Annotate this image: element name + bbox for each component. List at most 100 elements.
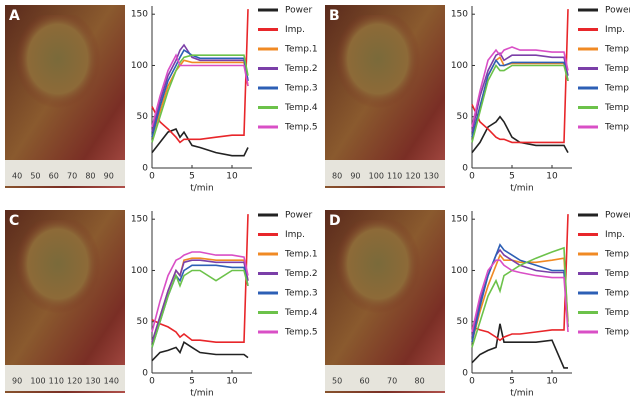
y-tick-label: 100 [451, 266, 468, 276]
panel-label: D [329, 213, 341, 229]
ruler-label: 90 [12, 377, 22, 386]
series-line [151, 127, 249, 157]
legend-label: Temp.2 [604, 64, 630, 74]
x-tick-label: 5 [509, 172, 515, 182]
photo-lesion [15, 220, 110, 330]
legend-label: Temp.4 [284, 103, 318, 113]
series-line [151, 269, 249, 348]
series-line [151, 264, 249, 348]
ruler-label: 120 [405, 172, 420, 181]
ruler [5, 160, 125, 186]
ruler-label: 130 [85, 377, 100, 386]
legend-label: Power [605, 6, 630, 16]
series-line [151, 43, 249, 133]
ruler [325, 365, 445, 391]
y-tick-label: 50 [137, 317, 149, 327]
ruler [5, 365, 125, 391]
ruler-label: 60 [360, 377, 370, 386]
y-tick-label: 150 [131, 10, 148, 20]
ruler-label: 80 [415, 377, 425, 386]
x-tick-label: 10 [226, 377, 238, 387]
legend-label: Temp.4 [284, 308, 318, 318]
legend-label: Temp.2 [604, 269, 630, 279]
x-axis-label: t/min [190, 389, 214, 399]
ruler-label: 70 [67, 172, 77, 181]
x-axis-label: t/min [510, 389, 534, 399]
series-line [471, 64, 569, 143]
legend-label: Temp.3 [604, 84, 630, 94]
ruler-label: 120 [67, 377, 82, 386]
legend-label: Temp.3 [604, 289, 630, 299]
y-tick-label: 0 [462, 164, 468, 174]
panel-label: C [9, 213, 19, 229]
ruler-label: 140 [104, 377, 119, 386]
photo-lesion [335, 15, 430, 125]
legend-label: Power [285, 211, 313, 221]
series-line [471, 46, 569, 128]
y-tick-label: 0 [462, 369, 468, 379]
series-line [471, 52, 569, 133]
x-tick-label: 0 [469, 377, 475, 387]
legend-label: Temp.4 [604, 308, 630, 318]
series-line [471, 58, 569, 138]
legend-label: Temp.2 [284, 269, 318, 279]
series-line [151, 9, 249, 144]
y-tick-label: 150 [451, 215, 468, 225]
legend-label: Temp.5 [284, 328, 318, 338]
series-line [471, 253, 569, 343]
y-tick-label: 100 [131, 61, 148, 71]
legend-label: Temp.1 [604, 45, 630, 55]
x-tick-label: 5 [509, 377, 515, 387]
ruler-label: 100 [30, 377, 45, 386]
x-tick-label: 5 [189, 172, 195, 182]
series-line [151, 214, 249, 343]
x-tick-label: 10 [546, 172, 558, 182]
y-tick-label: 0 [142, 164, 148, 174]
legend-label: Temp.3 [284, 289, 318, 299]
ruler-label: 80 [85, 172, 95, 181]
series-line [151, 53, 249, 128]
photo-lesion [15, 15, 110, 125]
series-line [471, 115, 569, 154]
ruler-label: 70 [387, 377, 397, 386]
ruler-label: 40 [12, 172, 22, 181]
series-line [151, 340, 249, 362]
x-tick-label: 0 [469, 172, 475, 182]
y-tick-label: 100 [131, 266, 148, 276]
legend-label: Temp.5 [284, 123, 318, 133]
series-line [471, 214, 569, 342]
legend-label: Power [285, 6, 313, 16]
ruler-label: 80 [332, 172, 342, 181]
legend-label: Temp.1 [284, 45, 318, 55]
legend-label: Imp. [285, 25, 305, 35]
series-line [151, 54, 249, 143]
y-tick-label: 0 [142, 369, 148, 379]
series-line [151, 251, 249, 333]
series-line [151, 59, 249, 138]
legend-label: Temp.3 [284, 84, 318, 94]
legend-label: Imp. [605, 230, 625, 240]
ruler-label: 90 [350, 172, 360, 181]
x-axis-label: t/min [510, 184, 534, 194]
ruler-label: 110 [387, 172, 402, 181]
legend-label: Temp.5 [604, 328, 630, 338]
y-tick-label: 50 [457, 112, 469, 122]
legend-label: Temp.4 [604, 103, 630, 113]
y-tick-label: 150 [131, 215, 148, 225]
y-tick-label: 50 [137, 112, 149, 122]
panel-label: B [329, 8, 340, 24]
photo-lesion [335, 220, 430, 330]
legend-label: Temp.1 [284, 250, 318, 260]
series-line [471, 323, 568, 369]
legend-label: Temp.5 [604, 123, 630, 133]
x-tick-label: 10 [546, 377, 558, 387]
series-line [471, 243, 569, 343]
legend-label: Imp. [285, 230, 305, 240]
legend-label: Power [605, 211, 630, 221]
legend-label: Temp.2 [284, 64, 318, 74]
ruler-label: 90 [104, 172, 114, 181]
x-tick-label: 5 [189, 377, 195, 387]
series-line [471, 259, 569, 333]
legend-label: Temp.1 [604, 250, 630, 260]
y-tick-label: 100 [451, 61, 468, 71]
